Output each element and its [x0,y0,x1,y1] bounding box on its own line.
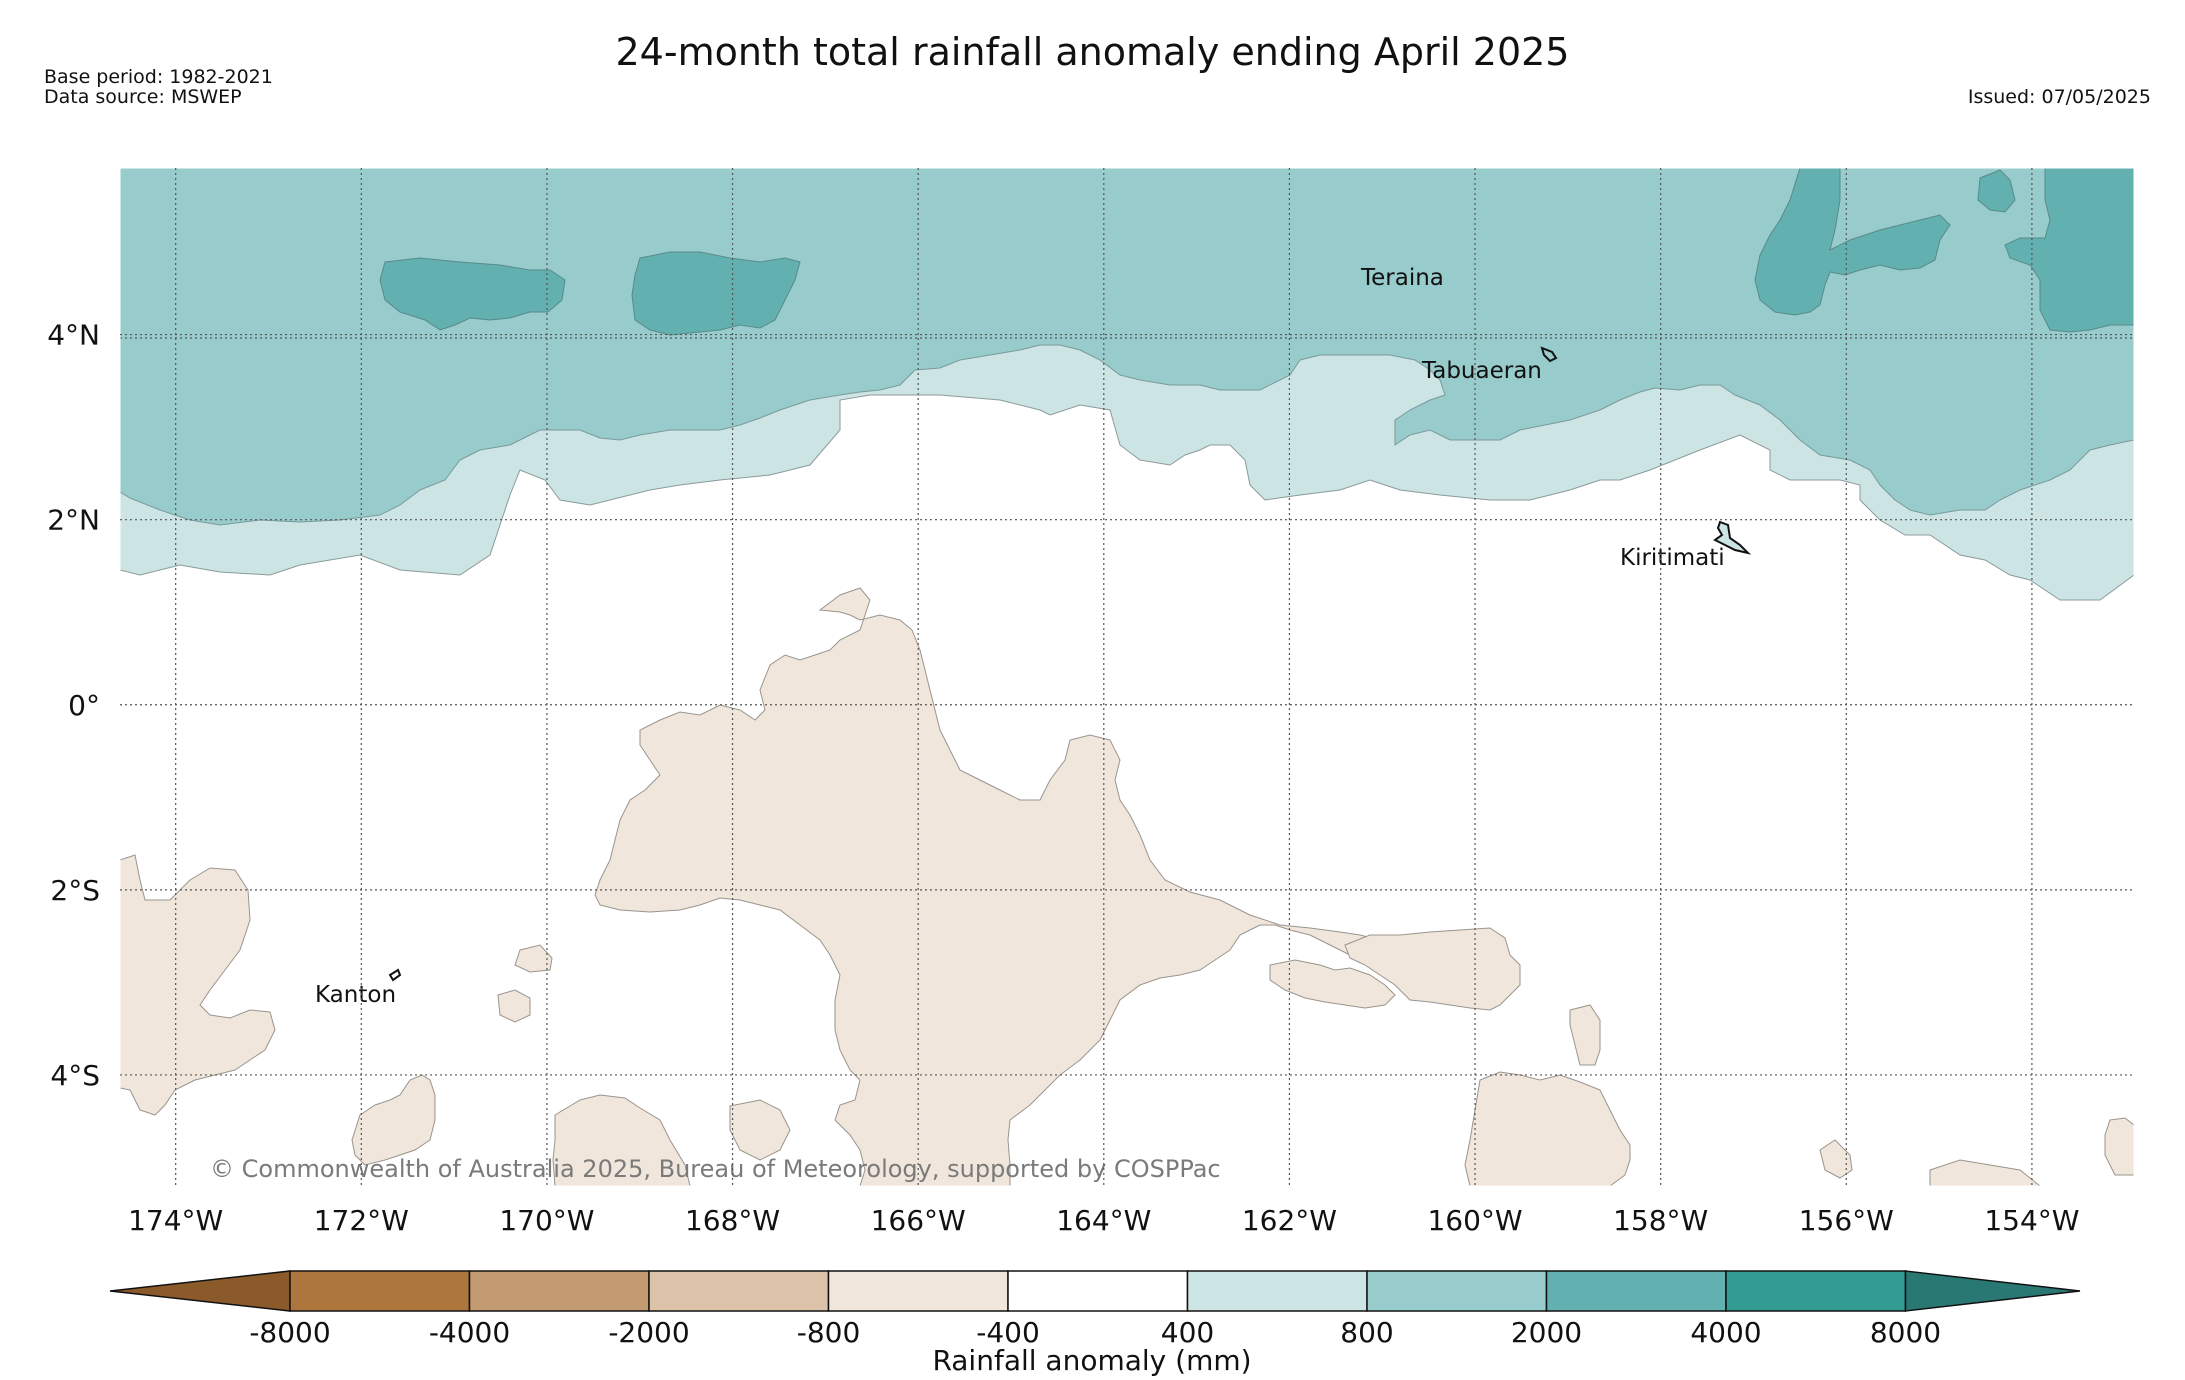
colorbar-segment [648,1270,830,1312]
anomaly-region-2000-4000 [379,257,566,331]
lon-tick-label: 154°W [1984,1204,2079,1237]
colorbar-tick-label: -8000 [249,1316,330,1349]
lon-tick-label: 164°W [1056,1204,1151,1237]
lon-tick-label: 174°W [128,1204,223,1237]
colorbar-segment [289,1270,471,1312]
island-kiritimati [1713,520,1752,555]
colorbar-tick-label: -4000 [429,1316,510,1349]
copyright-notice: © Commonwealth of Australia 2025, Bureau… [210,1155,1221,1183]
colorbar-title: Rainfall anomaly (mm) [932,1344,1251,1377]
colorbar [109,1270,2081,1312]
anomaly-region-neg400-neg800 [1464,1071,1631,1186]
island-kanton [388,968,402,982]
anomaly-region-neg400-neg800 [1819,1139,1853,1179]
anomaly-region-neg400-neg800 [497,989,531,1023]
anomaly-region-neg400-neg800 [351,1074,436,1166]
colorbar-tick-label: -800 [797,1316,861,1349]
latitude-tick-labels: 4°N 2°N 0° 2°S 4°S [47,319,100,1092]
colorbar-tick-label: 4000 [1690,1316,1761,1349]
graticule [120,168,2134,1186]
label-kiritimati: Kiritimati [1620,545,1725,571]
lon-tick-label: 170°W [499,1204,594,1237]
base-period: Base period: 1982-2021 [44,66,273,88]
lat-tick-label: 4°N [47,319,100,352]
colorbar-tick-label: 2000 [1511,1316,1582,1349]
lat-tick-label: 2°N [47,504,100,537]
lon-tick-label: 168°W [685,1204,780,1237]
anomaly-region-neg400-neg800 [514,944,553,973]
lon-tick-label: 156°W [1799,1204,1894,1237]
map-title: 24-month total rainfall anomaly ending A… [615,30,1570,74]
colorbar-segment [1366,1270,1548,1312]
longitude-tick-labels: 174°W 172°W 170°W 168°W 166°W 164°W 162°W 160°W… [128,1204,2079,1237]
colorbar-segment [1186,1270,1368,1312]
colorbar-segment [1007,1270,1189,1312]
anomaly-region-neg400-neg800 [1344,927,1521,1011]
anomaly-region-neg400-neg800 [1929,1159,2041,1186]
lon-tick-label: 172°W [314,1204,409,1237]
colorbar-tick-label: -400 [976,1316,1040,1349]
colorbar-tick-labels: -8000 -4000 -2000 -800 -400 400 800 2000 4000 800… [249,1316,1941,1349]
colorbar-tick-label: 400 [1161,1316,1214,1349]
anomaly-region-neg400-neg800 [1569,1004,1601,1066]
colorbar-segment [1545,1270,1727,1312]
colorbar-tick-label: 8000 [1870,1316,1941,1349]
anomaly-region-neg400-neg800 [120,854,276,1116]
colorbar-extend-high [1904,1270,2081,1312]
label-tabuaeran: Tabuaeran [1421,358,1542,384]
colorbar-segment [1725,1270,1907,1312]
anomaly-region-neg400-neg800 [729,1099,791,1161]
lon-tick-label: 166°W [871,1204,966,1237]
anomaly-region-neg400-neg800 [594,587,1471,1186]
colorbar-segment [827,1270,1009,1312]
colorbar-extend-low [109,1270,291,1312]
colorbar-segment [468,1270,650,1312]
island-tabuaeran [1540,346,1558,363]
issued-date: Issued: 07/05/2025 [1967,86,2151,108]
anomaly-region-800-2000 [120,168,2134,526]
anomaly-region-2000-4000 [2004,168,2134,333]
colorbar-tick-label: 800 [1340,1316,1393,1349]
anomaly-region-neg400-neg800 [552,1094,691,1186]
label-kanton: Kanton [315,982,396,1008]
map-area [120,168,2134,1186]
lon-tick-label: 158°W [1613,1204,1708,1237]
colorbar-tick-label: -2000 [608,1316,689,1349]
anomaly-region-2000-4000 [1754,168,1951,316]
lon-tick-label: 162°W [1242,1204,1337,1237]
anomaly-region-2000-4000 [631,251,801,336]
anomaly-region-neg400-neg800 [1269,959,1396,1009]
lat-tick-label: 4°S [50,1059,100,1092]
lon-tick-label: 160°W [1427,1204,1522,1237]
anomaly-region-2000-4000 [1977,169,2016,213]
lat-tick-label: 2°S [50,874,100,907]
lat-tick-label: 0° [68,689,100,722]
anomaly-region-neg400-neg800 [2104,1117,2134,1176]
data-source: Data source: MSWEP [44,86,242,108]
label-teraina: Teraina [1360,265,1444,291]
